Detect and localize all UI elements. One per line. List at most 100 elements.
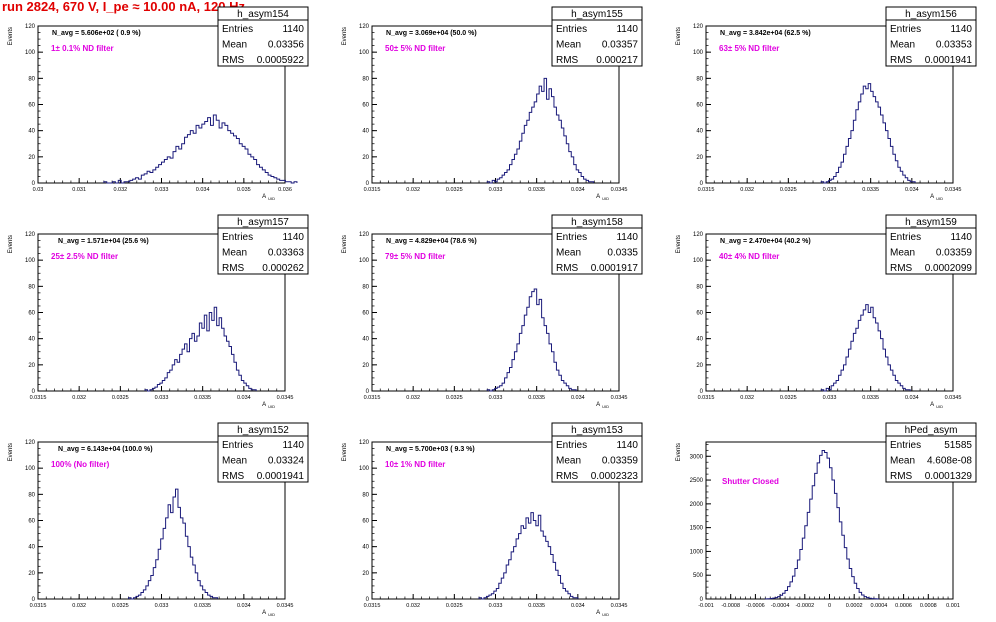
x-tick-label: 0.0315 (30, 603, 47, 609)
stats-value: 0.0005922 (257, 55, 305, 66)
y-tick-label: 60 (28, 311, 35, 317)
x-tick-label: 0.034 (571, 187, 585, 193)
stats-key: RMS (890, 55, 913, 66)
stats-value: 0.000217 (596, 55, 638, 66)
histogram-series (128, 488, 218, 600)
x-tick-label: 0.0315 (30, 395, 47, 401)
x-tick-label: 0.032 (406, 187, 420, 193)
stats-value: 0.000262 (262, 263, 304, 274)
histogram-name: hPed_asym (905, 425, 958, 436)
histogram-panel-h_asym157: 0 20 40 60 80 100 120 0.0315 0.032 0.0325 0.033 0.0… (8, 214, 309, 409)
stats-box (885, 214, 977, 275)
stats-key: Mean (890, 456, 915, 467)
navg-label: N_avg = 6.143e+04 (100.0 %) (58, 446, 153, 453)
x-tick-label: 0.032 (113, 187, 127, 193)
x-tick-label: -0.0002 (795, 603, 814, 609)
x-tick-label: -0.001 (698, 603, 714, 609)
y-tick-label: 100 (693, 50, 704, 56)
x-tick-label: -0.0006 (746, 603, 765, 609)
x-tick-label: 0.033 (155, 603, 169, 609)
histogram-name: h_asym154 (237, 9, 289, 20)
y-tick-label: 0 (366, 597, 370, 603)
x-tick-label: 0.0315 (364, 187, 381, 193)
stats-key: RMS (222, 471, 245, 482)
x-tick-label: 0.0325 (446, 187, 463, 193)
histogram-name: h_asym153 (571, 425, 623, 436)
histogram-name: h_asym156 (905, 9, 957, 20)
y-axis-label: Events (342, 235, 348, 253)
x-tick-label: 0.0335 (194, 395, 211, 401)
stats-key: RMS (222, 55, 245, 66)
x-tick-label: 0.0345 (611, 603, 628, 609)
x-tick-label: 0.0345 (611, 395, 628, 401)
x-tick-label: 0.0325 (446, 395, 463, 401)
x-tick-label: 0.0008 (920, 603, 937, 609)
y-tick-label: 100 (693, 258, 704, 264)
stats-value: 0.0001917 (591, 263, 639, 274)
x-axis-label: A UID (262, 402, 275, 409)
y-tick-label: 20 (362, 363, 369, 369)
y-axis-label: Events (676, 235, 682, 253)
y-tick-label: 40 (28, 545, 35, 551)
x-tick-label: 0.033 (155, 395, 169, 401)
histogram-series (144, 306, 257, 392)
histogram-panel-h_asym155: 0 20 40 60 80 100 120 0.0315 0.032 0.0325 0.033 0.0… (342, 6, 643, 201)
navg-label: N_avg = 2.470e+04 (40.2 %) (720, 238, 811, 245)
x-tick-label: 0.0002 (846, 603, 863, 609)
stats-value: 1140 (282, 440, 304, 451)
x-tick-label: -0.0008 (721, 603, 740, 609)
x-tick-label: 0.0335 (862, 187, 879, 193)
y-tick-label: 100 (359, 258, 370, 264)
x-axis-label: A UID (596, 402, 609, 409)
x-tick-label: 0.033 (823, 395, 837, 401)
x-tick-label: 0.032 (740, 395, 754, 401)
filter-label: 1± 0.1% ND filter (51, 44, 114, 53)
y-tick-label: 20 (696, 155, 703, 161)
stats-box (885, 6, 977, 67)
stats-value: 1140 (282, 232, 304, 243)
y-tick-label: 120 (25, 24, 36, 30)
x-tick-label: 0.032 (406, 603, 420, 609)
y-tick-label: 100 (25, 258, 36, 264)
stats-value: 0.03324 (268, 456, 305, 467)
stats-key: Entries (556, 440, 587, 451)
histogram-name: h_asym159 (905, 217, 957, 228)
x-tick-label: 0.034 (905, 395, 919, 401)
x-tick-label: 0.034 (237, 603, 251, 609)
y-tick-label: 120 (359, 440, 370, 446)
stats-value: 1140 (950, 24, 972, 35)
histogram-name: h_asym158 (571, 217, 623, 228)
navg-label: N_avg = 1.571e+04 (25.6 %) (58, 238, 149, 245)
x-tick-label: 0.032 (740, 187, 754, 193)
x-tick-label: 0.0325 (780, 395, 797, 401)
stats-key: Mean (556, 40, 581, 51)
y-tick-label: 40 (362, 129, 369, 135)
y-tick-label: 60 (28, 519, 35, 525)
stats-key: RMS (556, 471, 579, 482)
navg-label: N_avg = 5.606e+02 ( 0.9 %) (52, 30, 141, 37)
stats-value: 0.03359 (602, 456, 639, 467)
y-tick-label: 40 (362, 337, 369, 343)
y-tick-label: 80 (362, 284, 369, 290)
histogram-panel-h_asym158: 0 20 40 60 80 100 120 0.0315 0.032 0.0325 0.033 0.0… (342, 214, 643, 409)
x-tick-label: 0.0345 (945, 187, 962, 193)
y-tick-label: 120 (693, 232, 704, 238)
y-tick-label: 500 (693, 573, 704, 579)
filter-label: 100% (No filter) (51, 460, 110, 469)
x-tick-label: 0.034 (571, 395, 585, 401)
y-tick-label: 2000 (690, 502, 704, 508)
stats-box (217, 422, 309, 483)
x-tick-label: 0.0335 (528, 187, 545, 193)
stats-key: Entries (222, 24, 253, 35)
y-tick-label: 0 (32, 597, 36, 603)
filter-label: 63± 5% ND filter (719, 44, 779, 53)
stats-key: RMS (556, 263, 579, 274)
x-axis-label: A UID (596, 610, 609, 617)
x-tick-label: 0.001 (946, 603, 960, 609)
y-tick-label: 60 (696, 103, 703, 109)
x-axis-label: A UID (930, 402, 943, 409)
filter-label: 40± 4% ND filter (719, 252, 779, 261)
y-axis-label: Events (342, 443, 348, 461)
y-tick-label: 0 (366, 389, 370, 395)
